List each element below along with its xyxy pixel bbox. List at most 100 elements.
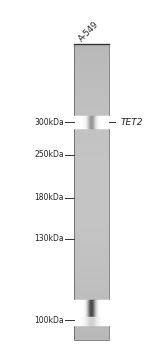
FancyBboxPatch shape [74,273,109,274]
FancyBboxPatch shape [74,57,109,59]
FancyBboxPatch shape [74,283,109,285]
FancyBboxPatch shape [74,251,109,252]
FancyBboxPatch shape [74,338,109,339]
FancyBboxPatch shape [74,211,109,212]
FancyBboxPatch shape [74,169,109,171]
FancyBboxPatch shape [74,190,109,192]
FancyBboxPatch shape [74,328,109,329]
FancyBboxPatch shape [74,279,109,280]
FancyBboxPatch shape [74,329,109,331]
FancyBboxPatch shape [74,173,109,174]
FancyBboxPatch shape [74,260,109,261]
FancyBboxPatch shape [74,313,109,315]
FancyBboxPatch shape [74,268,109,270]
FancyBboxPatch shape [74,53,109,54]
FancyBboxPatch shape [74,249,109,251]
FancyBboxPatch shape [74,160,109,162]
FancyBboxPatch shape [74,119,109,121]
Text: 100kDa: 100kDa [34,316,64,325]
FancyBboxPatch shape [74,233,109,235]
FancyBboxPatch shape [74,156,109,158]
FancyBboxPatch shape [74,149,109,150]
FancyBboxPatch shape [74,184,109,186]
FancyBboxPatch shape [74,166,109,168]
FancyBboxPatch shape [74,218,109,220]
FancyBboxPatch shape [74,61,109,63]
Text: 300kDa: 300kDa [34,118,64,127]
FancyBboxPatch shape [74,310,109,311]
Text: 130kDa: 130kDa [34,234,64,244]
FancyBboxPatch shape [74,158,109,159]
FancyBboxPatch shape [74,124,109,125]
FancyBboxPatch shape [74,288,109,289]
FancyBboxPatch shape [74,272,109,273]
FancyBboxPatch shape [74,125,109,126]
FancyBboxPatch shape [74,55,109,57]
FancyBboxPatch shape [74,164,109,165]
FancyBboxPatch shape [74,217,109,218]
FancyBboxPatch shape [74,152,109,153]
FancyBboxPatch shape [74,132,109,134]
Text: 180kDa: 180kDa [34,193,64,202]
FancyBboxPatch shape [74,270,109,272]
FancyBboxPatch shape [74,97,109,98]
FancyBboxPatch shape [74,131,109,132]
FancyBboxPatch shape [74,209,109,211]
FancyBboxPatch shape [74,141,109,143]
FancyBboxPatch shape [74,155,109,156]
FancyBboxPatch shape [74,183,109,184]
FancyBboxPatch shape [74,143,109,144]
FancyBboxPatch shape [74,319,109,320]
FancyBboxPatch shape [74,311,109,313]
FancyBboxPatch shape [74,280,109,282]
FancyBboxPatch shape [74,215,109,217]
FancyBboxPatch shape [74,140,109,141]
FancyBboxPatch shape [74,226,109,227]
FancyBboxPatch shape [74,295,109,297]
FancyBboxPatch shape [74,115,109,116]
Text: 250kDa: 250kDa [34,150,64,159]
FancyBboxPatch shape [74,181,109,183]
FancyBboxPatch shape [74,76,109,78]
FancyBboxPatch shape [74,193,109,195]
FancyBboxPatch shape [74,254,109,255]
FancyBboxPatch shape [74,81,109,82]
FancyBboxPatch shape [74,162,109,164]
FancyBboxPatch shape [74,267,109,268]
FancyBboxPatch shape [74,227,109,229]
FancyBboxPatch shape [74,89,109,91]
FancyBboxPatch shape [74,60,109,61]
FancyBboxPatch shape [74,79,109,81]
FancyBboxPatch shape [74,206,109,208]
FancyBboxPatch shape [74,258,109,260]
FancyBboxPatch shape [74,66,109,67]
FancyBboxPatch shape [74,130,109,131]
FancyBboxPatch shape [74,274,109,276]
FancyBboxPatch shape [74,107,109,109]
FancyBboxPatch shape [74,335,109,337]
FancyBboxPatch shape [74,201,109,202]
FancyBboxPatch shape [74,315,109,316]
FancyBboxPatch shape [74,286,109,288]
FancyBboxPatch shape [74,205,109,206]
FancyBboxPatch shape [74,67,109,69]
FancyBboxPatch shape [74,103,109,104]
FancyBboxPatch shape [74,323,109,325]
FancyBboxPatch shape [74,168,109,169]
FancyBboxPatch shape [74,245,109,246]
FancyBboxPatch shape [74,212,109,214]
FancyBboxPatch shape [74,70,109,72]
FancyBboxPatch shape [74,51,109,53]
FancyBboxPatch shape [74,109,109,110]
FancyBboxPatch shape [74,229,109,230]
FancyBboxPatch shape [74,276,109,277]
FancyBboxPatch shape [74,64,109,66]
FancyBboxPatch shape [74,138,109,140]
FancyBboxPatch shape [74,78,109,79]
FancyBboxPatch shape [74,72,109,73]
FancyBboxPatch shape [74,300,109,301]
FancyBboxPatch shape [74,257,109,258]
FancyBboxPatch shape [74,126,109,128]
FancyBboxPatch shape [74,137,109,138]
FancyBboxPatch shape [74,69,109,70]
